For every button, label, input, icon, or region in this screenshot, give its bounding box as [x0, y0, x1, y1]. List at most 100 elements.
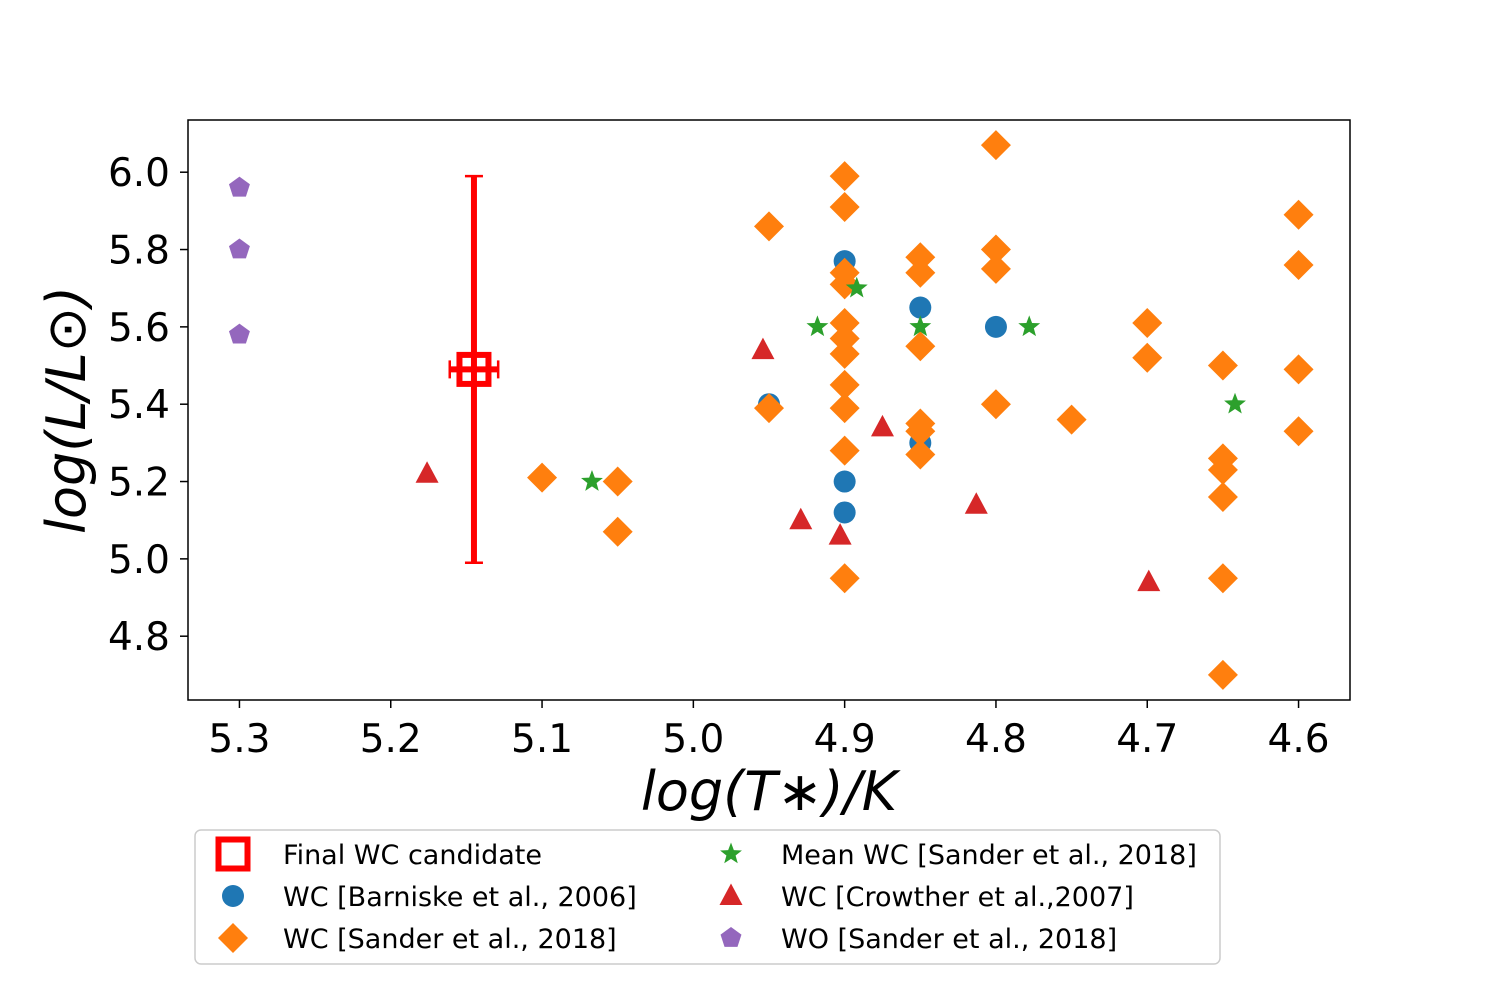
legend-item: WC [Crowther et al.,2007]: [719, 882, 1134, 913]
x-tick-label: 4.7: [1116, 717, 1178, 762]
data-point-diamond: [980, 130, 1011, 161]
data-point-triangle: [1137, 569, 1161, 592]
data-point-diamond: [1132, 308, 1163, 338]
data-point-diamond: [829, 369, 860, 400]
data-point-diamond: [1207, 563, 1238, 594]
data-point-diamond: [527, 462, 558, 493]
data-point-diamond: [829, 308, 860, 338]
x-tick-label: 5.1: [511, 717, 573, 762]
y-axis: 4.8 5.0 5.2 5.4 5.6 5.8 6.0: [108, 151, 188, 660]
data-point-diamond: [980, 253, 1011, 284]
x-tick-label: 4.6: [1268, 717, 1330, 762]
data-point-triangle: [789, 507, 813, 530]
data-point-triangle: [964, 492, 988, 514]
data-point-diamond: [1207, 350, 1238, 381]
series-triangle: [415, 337, 1161, 592]
data-point-diamond: [602, 516, 633, 547]
x-tick-label: 4.8: [965, 717, 1027, 762]
data-point-square-open: [456, 351, 492, 387]
legend-marker-square-open: [215, 836, 251, 872]
data-point-diamond: [905, 257, 936, 288]
plot-frame: [187, 119, 1351, 701]
data-point-pentagon: [228, 176, 250, 197]
y-tick-label: 5.2: [108, 461, 170, 506]
y-tick-label: 4.8: [108, 615, 170, 660]
legend-label: Final WC candidate: [283, 840, 542, 871]
data-point-diamond: [829, 435, 860, 466]
data-point-triangle: [828, 523, 852, 545]
data-point-diamond: [905, 439, 936, 470]
data-point-diamond: [905, 242, 936, 273]
data-point-diamond: [1283, 199, 1314, 230]
legend: Final WC candidate WC [Barniske et al., 2…: [194, 829, 1221, 965]
series-diamond: [527, 130, 1314, 690]
data-point-diamond: [980, 389, 1011, 420]
y-tick-label: 5.8: [108, 229, 170, 274]
series-star: [581, 276, 1246, 491]
legend-label: WC [Sander et al., 2018]: [283, 924, 617, 955]
legend-item: WC [Barniske et al., 2006]: [222, 882, 637, 913]
data-point-diamond: [1283, 416, 1314, 447]
data-point-circle: [984, 315, 1007, 338]
x-axis-label: log(T∗)/K: [641, 760, 901, 823]
series-square-open: [448, 174, 500, 564]
data-point-diamond: [754, 393, 784, 424]
data-point-diamond: [1207, 482, 1238, 512]
x-tick-label: 4.9: [814, 717, 876, 762]
legend-label: WC [Barniske et al., 2006]: [283, 882, 637, 913]
legend-frame: [194, 829, 1221, 965]
legend-marker-star: [720, 842, 742, 864]
data-point-diamond: [1207, 659, 1238, 690]
data-point-diamond: [980, 234, 1011, 265]
x-tick-label: 5.3: [208, 717, 270, 762]
legend-label: WO [Sander et al., 2018]: [781, 924, 1117, 955]
data-point-triangle: [751, 337, 775, 360]
x-tick-label: 5.2: [360, 717, 422, 762]
legend-marker-triangle: [719, 883, 743, 905]
data-point-triangle: [415, 461, 439, 483]
data-point-diamond: [1283, 250, 1314, 280]
legend-label: Mean WC [Sander et al., 2018]: [781, 840, 1197, 871]
legend-item: Final WC candidate: [215, 836, 542, 872]
legend-marker-diamond: [218, 923, 248, 953]
data-point-diamond: [829, 393, 860, 424]
data-point-diamond: [905, 416, 936, 447]
plot-marks: [228, 130, 1314, 690]
data-point-triangle: [870, 414, 894, 437]
data-point-diamond: [829, 192, 860, 222]
y-tick-label: 5.4: [108, 383, 170, 428]
data-point-diamond: [754, 211, 784, 242]
data-point-diamond: [1132, 342, 1163, 373]
data-point-diamond: [1056, 404, 1087, 435]
data-point-diamond: [829, 161, 860, 192]
data-point-diamond: [829, 323, 860, 354]
data-point-diamond: [905, 331, 936, 362]
y-tick-label: 5.6: [108, 306, 170, 351]
series-pentagon: [228, 176, 250, 344]
data-point-star: [909, 315, 932, 337]
data-point-star: [845, 276, 868, 298]
data-point-diamond: [829, 563, 860, 594]
series-circle: [758, 250, 1007, 524]
data-point-star: [806, 315, 829, 337]
y-tick-label: 5.0: [108, 538, 170, 583]
data-point-diamond: [1283, 354, 1314, 385]
data-point-pentagon: [228, 323, 250, 344]
y-axis-label: log(L/L⊙): [35, 286, 98, 534]
x-axis: 5.3 5.2 5.1 5.0 4.9 4.8 4.7 4.6: [208, 700, 1330, 762]
data-point-diamond: [602, 466, 633, 497]
legend-item: WC [Sander et al., 2018]: [218, 923, 617, 955]
data-point-star: [581, 470, 603, 491]
data-point-circle: [909, 296, 932, 319]
y-tick-label: 6.0: [108, 151, 170, 196]
legend-label: WC [Crowther et al.,2007]: [781, 882, 1134, 913]
data-point-star: [1224, 392, 1246, 414]
data-point-circle: [833, 470, 856, 493]
legend-marker-circle: [222, 885, 244, 907]
legend-marker-pentagon: [720, 927, 742, 947]
data-point-diamond: [1207, 454, 1238, 485]
data-point-star: [1018, 315, 1041, 337]
legend-item: WO [Sander et al., 2018]: [720, 924, 1117, 955]
